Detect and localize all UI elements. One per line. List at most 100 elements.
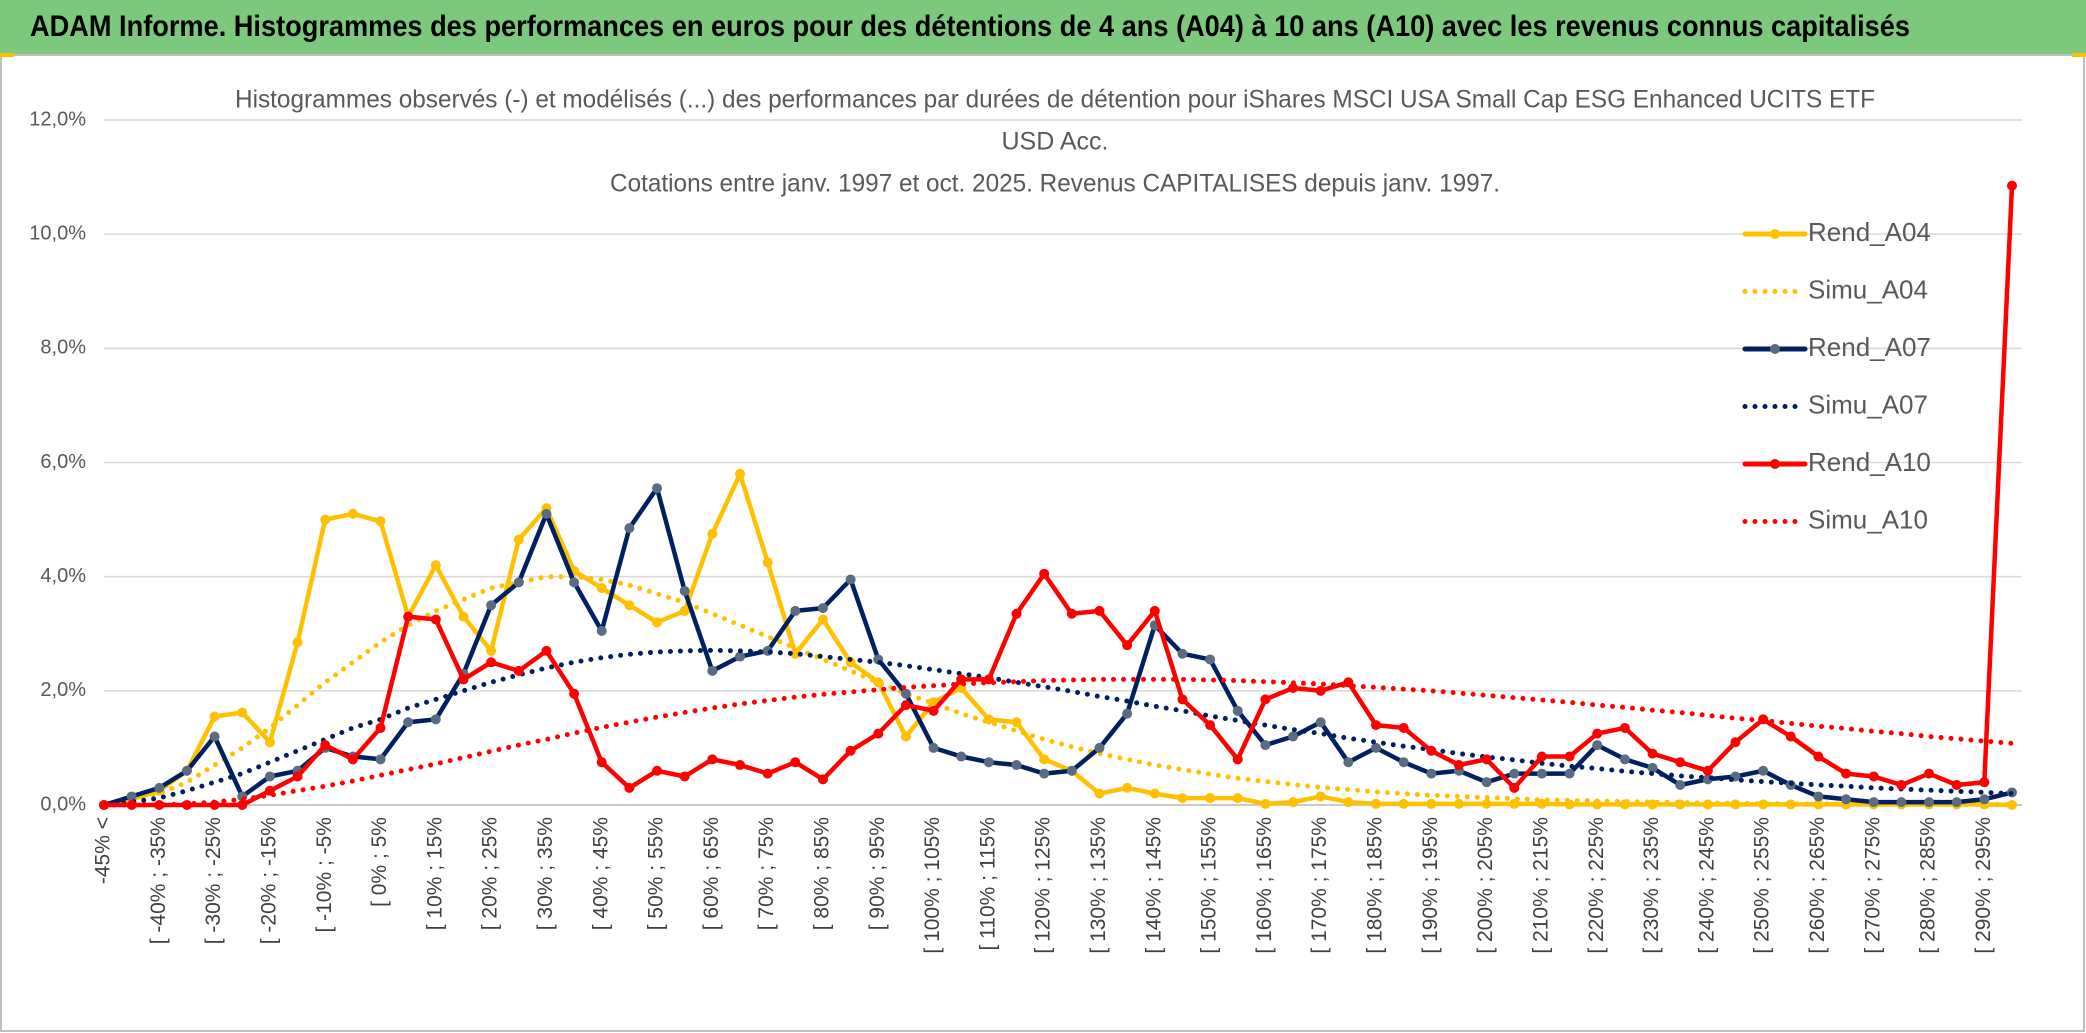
x-tick-label: [ 0% ; 5% bbox=[368, 817, 391, 907]
point bbox=[1343, 757, 1354, 768]
point bbox=[126, 791, 137, 802]
point bbox=[1371, 720, 1381, 731]
point bbox=[652, 483, 663, 494]
point bbox=[1564, 751, 1575, 762]
x-tick-label: [ -20% ; -15% bbox=[257, 817, 280, 944]
header-title: ADAM Informe. Histogrammes des performan… bbox=[30, 10, 1910, 43]
point bbox=[430, 714, 441, 725]
point bbox=[237, 707, 248, 718]
point bbox=[596, 757, 607, 768]
point bbox=[1896, 780, 1907, 791]
point bbox=[1122, 708, 1133, 719]
point bbox=[707, 754, 718, 765]
point bbox=[375, 722, 386, 733]
x-tick-label: [ 280% ; 285% bbox=[1917, 817, 1940, 954]
point bbox=[1039, 768, 1050, 779]
x-tick-label: [ 70% ; 75% bbox=[755, 817, 778, 930]
point bbox=[264, 737, 275, 748]
point bbox=[762, 557, 773, 568]
point bbox=[486, 645, 497, 656]
x-tick-label: [ 110% ; 115% bbox=[976, 817, 999, 950]
point bbox=[1564, 768, 1575, 779]
series-line bbox=[101, 676, 2015, 808]
series-line bbox=[101, 471, 2015, 808]
point bbox=[237, 800, 248, 810]
legend-label: Simu_A04 bbox=[1808, 274, 1928, 304]
point bbox=[1066, 765, 1077, 776]
point bbox=[707, 528, 718, 539]
point bbox=[1509, 782, 1520, 793]
point bbox=[652, 617, 663, 628]
point bbox=[983, 757, 994, 768]
point bbox=[1758, 765, 1769, 776]
point bbox=[1149, 605, 1160, 616]
point bbox=[347, 754, 358, 765]
point bbox=[596, 625, 607, 636]
point bbox=[679, 585, 690, 596]
x-tick-label: [ 290% ; 295% bbox=[1972, 817, 1995, 954]
x-tick-label: [ 120% ; 125% bbox=[1032, 817, 1055, 954]
point bbox=[1481, 754, 1492, 765]
point bbox=[652, 765, 663, 776]
point bbox=[569, 688, 580, 699]
point bbox=[1592, 799, 1603, 810]
point bbox=[209, 731, 220, 742]
point bbox=[209, 711, 220, 722]
point bbox=[1536, 751, 1547, 762]
point bbox=[928, 742, 939, 753]
point bbox=[1592, 728, 1603, 739]
point bbox=[1094, 788, 1105, 799]
point bbox=[845, 745, 856, 756]
corner bbox=[2072, 53, 2086, 57]
x-tick-label: -45% < bbox=[92, 817, 115, 884]
point bbox=[1481, 777, 1492, 788]
point bbox=[1066, 608, 1077, 619]
point bbox=[790, 605, 801, 616]
chart-title: USD Acc. bbox=[1002, 128, 1109, 156]
point bbox=[1122, 640, 1133, 651]
point bbox=[1785, 731, 1796, 742]
point bbox=[486, 657, 497, 668]
header-bar bbox=[0, 0, 2086, 54]
point bbox=[1951, 780, 1962, 791]
point bbox=[569, 577, 580, 588]
y-tick-label: 4,0% bbox=[40, 565, 86, 587]
x-tick-label: [ 250% ; 255% bbox=[1751, 817, 1774, 954]
point bbox=[1979, 777, 1990, 788]
x-tick-label: [ 30% ; 35% bbox=[534, 817, 557, 930]
point bbox=[1094, 605, 1105, 616]
point bbox=[320, 740, 331, 751]
point bbox=[375, 754, 386, 765]
point bbox=[430, 614, 441, 625]
point bbox=[1122, 782, 1133, 793]
point bbox=[1647, 748, 1658, 759]
point bbox=[1453, 760, 1464, 771]
point bbox=[1288, 682, 1299, 693]
point bbox=[1398, 722, 1409, 733]
point bbox=[1675, 757, 1686, 768]
point bbox=[1702, 765, 1713, 776]
point bbox=[1979, 794, 1990, 805]
point bbox=[403, 717, 414, 728]
point bbox=[1813, 751, 1824, 762]
point bbox=[1536, 798, 1547, 809]
point bbox=[624, 523, 635, 534]
point bbox=[1149, 788, 1160, 799]
y-tick-label: 2,0% bbox=[40, 679, 86, 701]
point bbox=[541, 645, 552, 656]
x-tick-label: [ 10% ; 15% bbox=[423, 817, 446, 930]
point bbox=[1371, 742, 1381, 753]
x-tick-label: [ 60% ; 65% bbox=[700, 817, 723, 930]
point bbox=[1951, 797, 1962, 808]
point bbox=[1205, 793, 1216, 804]
point bbox=[513, 534, 524, 545]
x-tick-label: [ 230% ; 235% bbox=[1640, 817, 1663, 954]
x-tick-label: [ 100% ; 105% bbox=[921, 817, 944, 954]
point bbox=[1260, 740, 1271, 751]
point bbox=[1315, 791, 1326, 802]
series-line bbox=[101, 183, 2015, 808]
x-tick-label: [ 170% ; 175% bbox=[1308, 817, 1331, 954]
point bbox=[1592, 740, 1603, 751]
point bbox=[1039, 568, 1050, 579]
